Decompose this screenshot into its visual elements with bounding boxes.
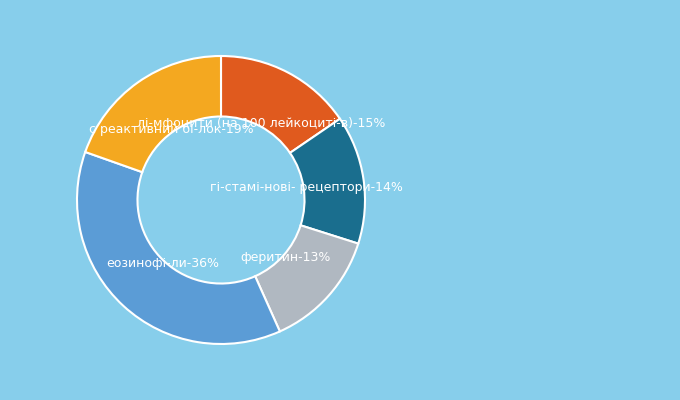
Wedge shape (290, 119, 365, 244)
Wedge shape (77, 152, 280, 344)
Text: еозинофі-ли-36%: еозинофі-ли-36% (106, 257, 219, 270)
Text: с реактивний бі-лок-19%: с реактивний бі-лок-19% (89, 123, 254, 136)
Wedge shape (255, 225, 358, 332)
Wedge shape (85, 56, 221, 172)
Text: гі-стамі-нові- рецептори-14%: гі-стамі-нові- рецептори-14% (210, 181, 403, 194)
Text: лі-мфоцити (на 100 лейкоциті-в)-15%: лі-мфоцити (на 100 лейкоциті-в)-15% (137, 117, 386, 130)
Text: феритин-13%: феритин-13% (240, 251, 330, 264)
Wedge shape (221, 56, 340, 153)
